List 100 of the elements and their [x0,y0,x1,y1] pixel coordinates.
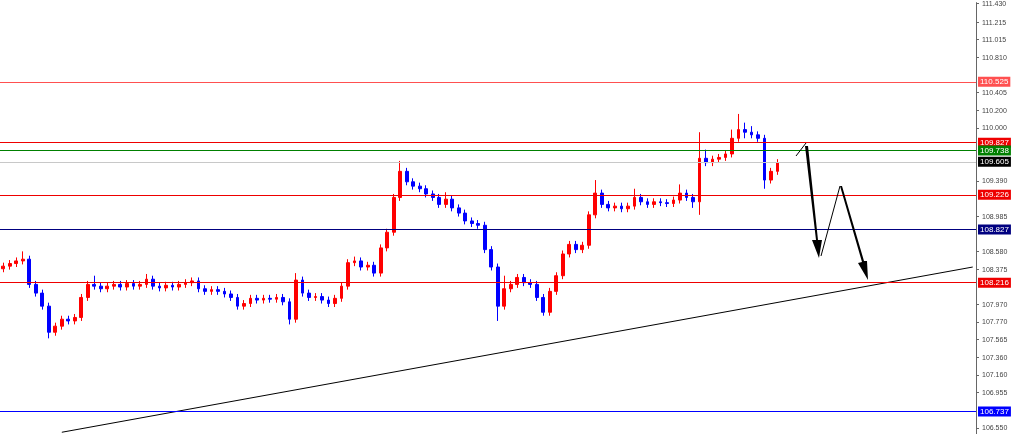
ref-line-label: 109.738 [980,145,1010,155]
candlestick [353,256,356,267]
candlestick [340,282,343,303]
candlestick [366,261,370,271]
candlestick [509,280,513,293]
candlestick [53,322,57,337]
candlestick [424,184,428,198]
candlestick [444,191,448,209]
candlestick [737,113,740,143]
candlestick [633,188,636,211]
candlestick [672,196,675,208]
candlestick [372,261,376,278]
candlestick [60,315,64,331]
candlestick [242,299,246,311]
candlestick [307,289,311,302]
candlestick [281,293,285,306]
candlestick [730,129,734,158]
candlestick [769,167,773,185]
candlestick [620,202,623,213]
candlestick [776,158,779,176]
candlestick [86,280,90,302]
candlestick [216,285,220,296]
candlestick [646,197,649,209]
candlestick [223,287,226,298]
candlestick [476,219,480,230]
candlestick [1,262,5,273]
candlestick [210,285,213,296]
ref-line-label: 109.605 [980,157,1010,167]
candlestick [502,275,506,311]
candlestick [359,256,363,271]
candlestick [21,250,25,265]
candlestick [561,249,565,280]
candlestick [567,240,571,258]
candlestick [489,245,493,271]
candlestick [158,282,161,292]
candlestick [92,275,96,291]
candlestick [652,197,656,209]
candlestick [327,296,330,308]
candlestick [47,302,51,339]
candlestick [613,202,617,212]
candlestick [483,221,487,254]
candlestick [40,289,44,311]
candlestick [691,193,695,209]
candlestick [99,282,103,293]
candlestick [600,189,604,209]
candlestick [437,193,441,209]
ref-line-label: 106.737 [980,406,1010,416]
candlestick [34,280,38,298]
candlestick [301,276,304,298]
candlestick [665,198,669,208]
candlestick [8,259,12,271]
candlestick [392,193,396,237]
candlestick [164,281,168,292]
candlestick [678,183,682,205]
candlestick [398,160,402,202]
candlestick [73,313,77,325]
candlestick [105,282,109,293]
candlestick [177,280,181,291]
candlestick [125,279,129,291]
candlestick [659,197,662,207]
candlestick [171,281,174,291]
candlestick [255,294,259,305]
ref-line-label: 109.827 [980,138,1010,148]
candlestick [411,177,415,191]
candlestick [717,153,721,164]
candlestick [457,203,461,218]
candlestick [463,209,467,225]
candlestick [320,292,324,305]
candlestick [112,280,116,291]
candlestick [333,294,337,308]
candlestick [138,280,142,291]
candlestick [528,278,532,289]
candlestick [763,134,766,190]
candlestick [587,210,591,250]
candlestick [118,280,122,291]
candlestick [756,130,760,143]
candlestick [66,315,70,325]
candlestick [418,182,422,193]
candlestick [541,293,545,317]
candlestick [470,216,474,228]
candlestick [639,193,643,206]
candlestick [145,273,148,289]
candlestick [385,228,389,252]
candlestick [574,240,578,254]
ref-line-label: 110.525 [980,77,1009,87]
candlestick [236,293,239,311]
candlestick [346,258,350,291]
ref-line-label: 109.226 [980,190,1010,200]
candlestick [606,200,610,212]
candlestick [262,294,265,305]
candlestick [750,125,753,139]
candlestick [535,280,539,302]
candlestick [79,293,83,322]
candlestick [593,179,597,219]
candlestick [203,284,207,296]
candlestick [27,255,31,289]
candlestick [288,297,291,325]
candlestick [580,241,584,254]
candlestick [450,195,454,212]
candlestick [314,292,317,302]
